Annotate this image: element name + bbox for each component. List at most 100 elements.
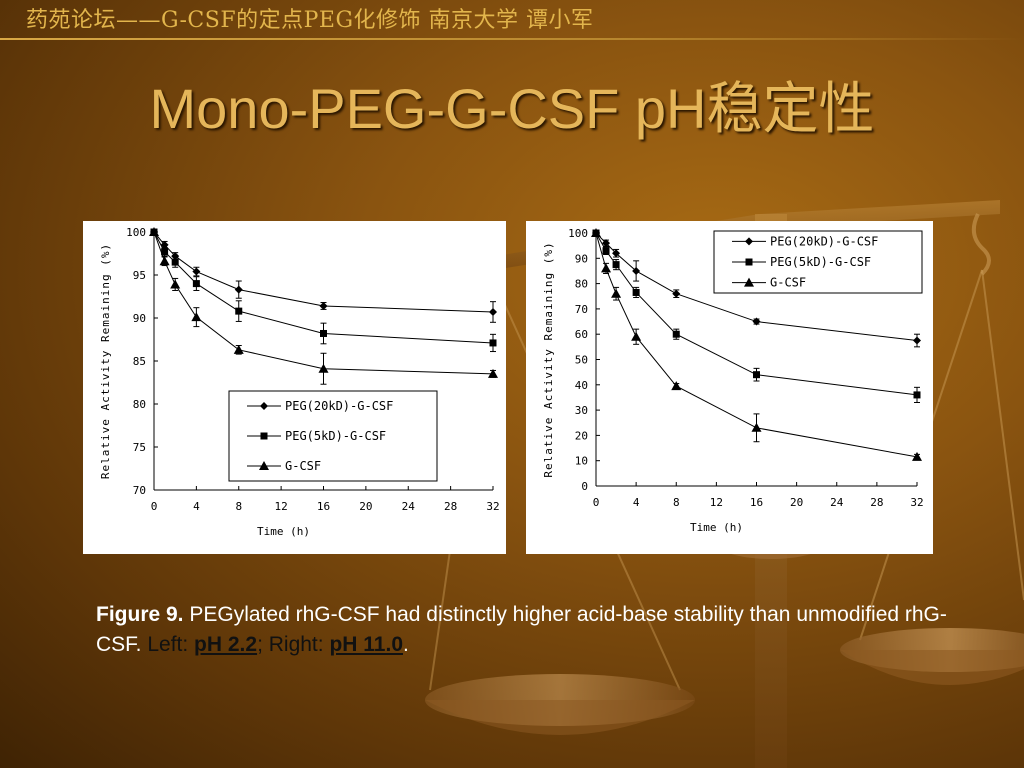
chart-left-point-0 [319,301,328,310]
chart-right-y-tick-label: 40 [575,379,588,392]
chart-left-point-2 [191,312,202,322]
chart-left: 0 4 8 12 16 20 24 28 32 70 75 80 85 90 95 100 Time (h) Re… [99,226,500,538]
chart-left-point-1 [171,258,179,266]
chart-left-x-tick-label: 16 [317,500,330,513]
chart-left-point-1 [161,248,169,256]
chart-left-point-1 [489,339,497,347]
chart-right-point-2 [631,331,642,341]
chart-left-y-tick-label: 80 [133,398,146,411]
chart-left-x-tick-label: 28 [444,500,457,513]
chart-right-legend-label: G-CSF [770,276,806,290]
chart-left-x-tick-label: 0 [151,500,158,513]
chart-left-point-0 [171,252,180,261]
chart-right-point-2 [751,422,762,432]
chart-left-point-0 [234,285,243,294]
chart-left-point-0 [192,267,201,276]
caption-separator: ; Right: [257,633,330,656]
chart-left-x-tick-label: 8 [235,500,242,513]
chart-right-point-1 [753,371,760,379]
chart-right-point-2 [912,451,922,461]
chart-left-y-label: Relative Activity Remaining (%) [99,243,112,479]
chart-left-x-tick-label: 20 [359,500,372,513]
chart-right-y-tick-label: 10 [575,455,588,468]
chart-right-point-0 [632,266,641,275]
chart-right-y-tick-label: 80 [575,278,588,291]
chart-left-x-tick-label: 12 [275,500,288,513]
chart-left-y-tick-label: 100 [126,226,146,239]
caption-left-ph: pH 2.2 [194,633,258,656]
chart-right-point-2 [601,263,612,273]
chart-left-x-tick-label: 32 [486,500,499,513]
chart-right-x-tick-label: 12 [710,496,723,509]
chart-left-point-2 [170,279,181,289]
chart-right-legend-marker [744,277,754,287]
chart-left-series-line-0 [153,231,494,313]
chart-left-legend-label: G-CSF [285,459,321,473]
chart-right-point-1 [602,247,610,255]
chart-right-x-tick-label: 32 [910,496,923,509]
chart-left-point-0 [160,240,169,249]
chart-right-point-0 [602,239,611,248]
chart-left-point-0 [489,307,497,316]
chart-right-point-1 [632,288,640,296]
chart-left-point-2 [149,227,159,236]
chart-left-y-tick-label: 95 [133,269,146,282]
chart-right-y-tick-label: 70 [575,303,588,316]
chart-right-x-tick-label: 4 [633,496,640,509]
chart-right-x-tick-label: 0 [593,496,600,509]
caption-right-ph: pH 11.0 [329,633,403,656]
chart-right-y-label: Relative Activity Remaining (%) [542,241,555,477]
chart-left-legend-marker [260,402,268,410]
chart-right-legend-marker [745,258,753,266]
chart-right-x-tick-label: 8 [673,496,680,509]
figure-caption: Figure 9. PEGylated rhG-CSF had distinct… [96,600,976,660]
chart-right-y-tick-label: 0 [581,480,588,493]
chart-left-legend-label: PEG(5kD)-G-CSF [285,429,386,443]
caption-body: PEGylated rhG-CSF had distinctly higher … [96,603,947,656]
chart-right-panel: 0 4 8 12 16 20 24 28 32 0 10 20 30 40 50 60 70 80 90 100 Tim… [526,221,933,554]
chart-right-y-tick-label: 100 [568,227,588,240]
chart-left-point-2 [159,256,170,266]
chart-left-point-2 [318,363,329,373]
chart-right-x-tick-label: 20 [790,496,803,509]
chart-left-x-label: Time (h) [257,525,310,538]
chart-left-legend-marker [260,432,268,440]
chart-right-point-2 [591,228,601,237]
chart-left-point-2 [488,368,498,378]
chart-right-point-1 [612,261,620,269]
chart-right-y-tick-label: 90 [575,252,588,265]
chart-left-y-tick-label: 85 [133,355,146,368]
chart-left-legend-marker [259,461,269,470]
chart-left-point-1 [320,329,327,337]
chart-right-x-tick-label: 16 [750,496,763,509]
chart-left-y-tick-label: 90 [133,312,146,325]
caption-end: . [403,633,409,656]
chart-right-x-label: Time (h) [690,521,743,534]
chart-right-x-tick-label: 24 [830,496,844,509]
header-text: 药苑论坛——G-CSF的定点PEG化修饰 南京大学 谭小军 [26,8,594,33]
chart-left-y-tick-label: 75 [133,441,146,454]
chart-right-point-0 [752,317,761,326]
chart-left-panel: 0 4 8 12 16 20 24 28 32 70 75 80 85 90 95 100 Time (h) Re… [83,221,506,554]
chart-left-y-tick-label: 70 [133,484,146,497]
caption-figure-label: Figure 9. [96,603,184,626]
chart-left-point-1 [235,307,243,315]
chart-right: 0 4 8 12 16 20 24 28 32 0 10 20 30 40 50 60 70 80 90 100 Tim… [542,227,924,534]
caption-left-label: Left: [147,633,195,656]
chart-right-y-tick-label: 60 [575,328,588,341]
chart-left-legend-label: PEG(20kD)-G-CSF [285,399,393,413]
chart-right-y-tick-label: 50 [575,354,588,367]
chart-right-point-0 [913,336,921,345]
chart-right-point-0 [612,249,621,258]
chart-right-legend-marker [745,237,753,246]
chart-right-legend-label: PEG(20kD)-G-CSF [770,234,878,248]
chart-right-point-1 [672,330,680,338]
chart-right-y-tick-label: 20 [575,429,588,442]
chart-left-x-tick-label: 24 [402,500,416,513]
chart-right-x-tick-label: 28 [870,496,883,509]
chart-right-point-2 [671,381,682,391]
header-divider [0,38,1024,40]
chart-right-y-tick-label: 30 [575,404,588,417]
chart-left-x-tick-label: 4 [193,500,200,513]
chart-right-legend-label: PEG(5kD)-G-CSF [770,255,871,269]
